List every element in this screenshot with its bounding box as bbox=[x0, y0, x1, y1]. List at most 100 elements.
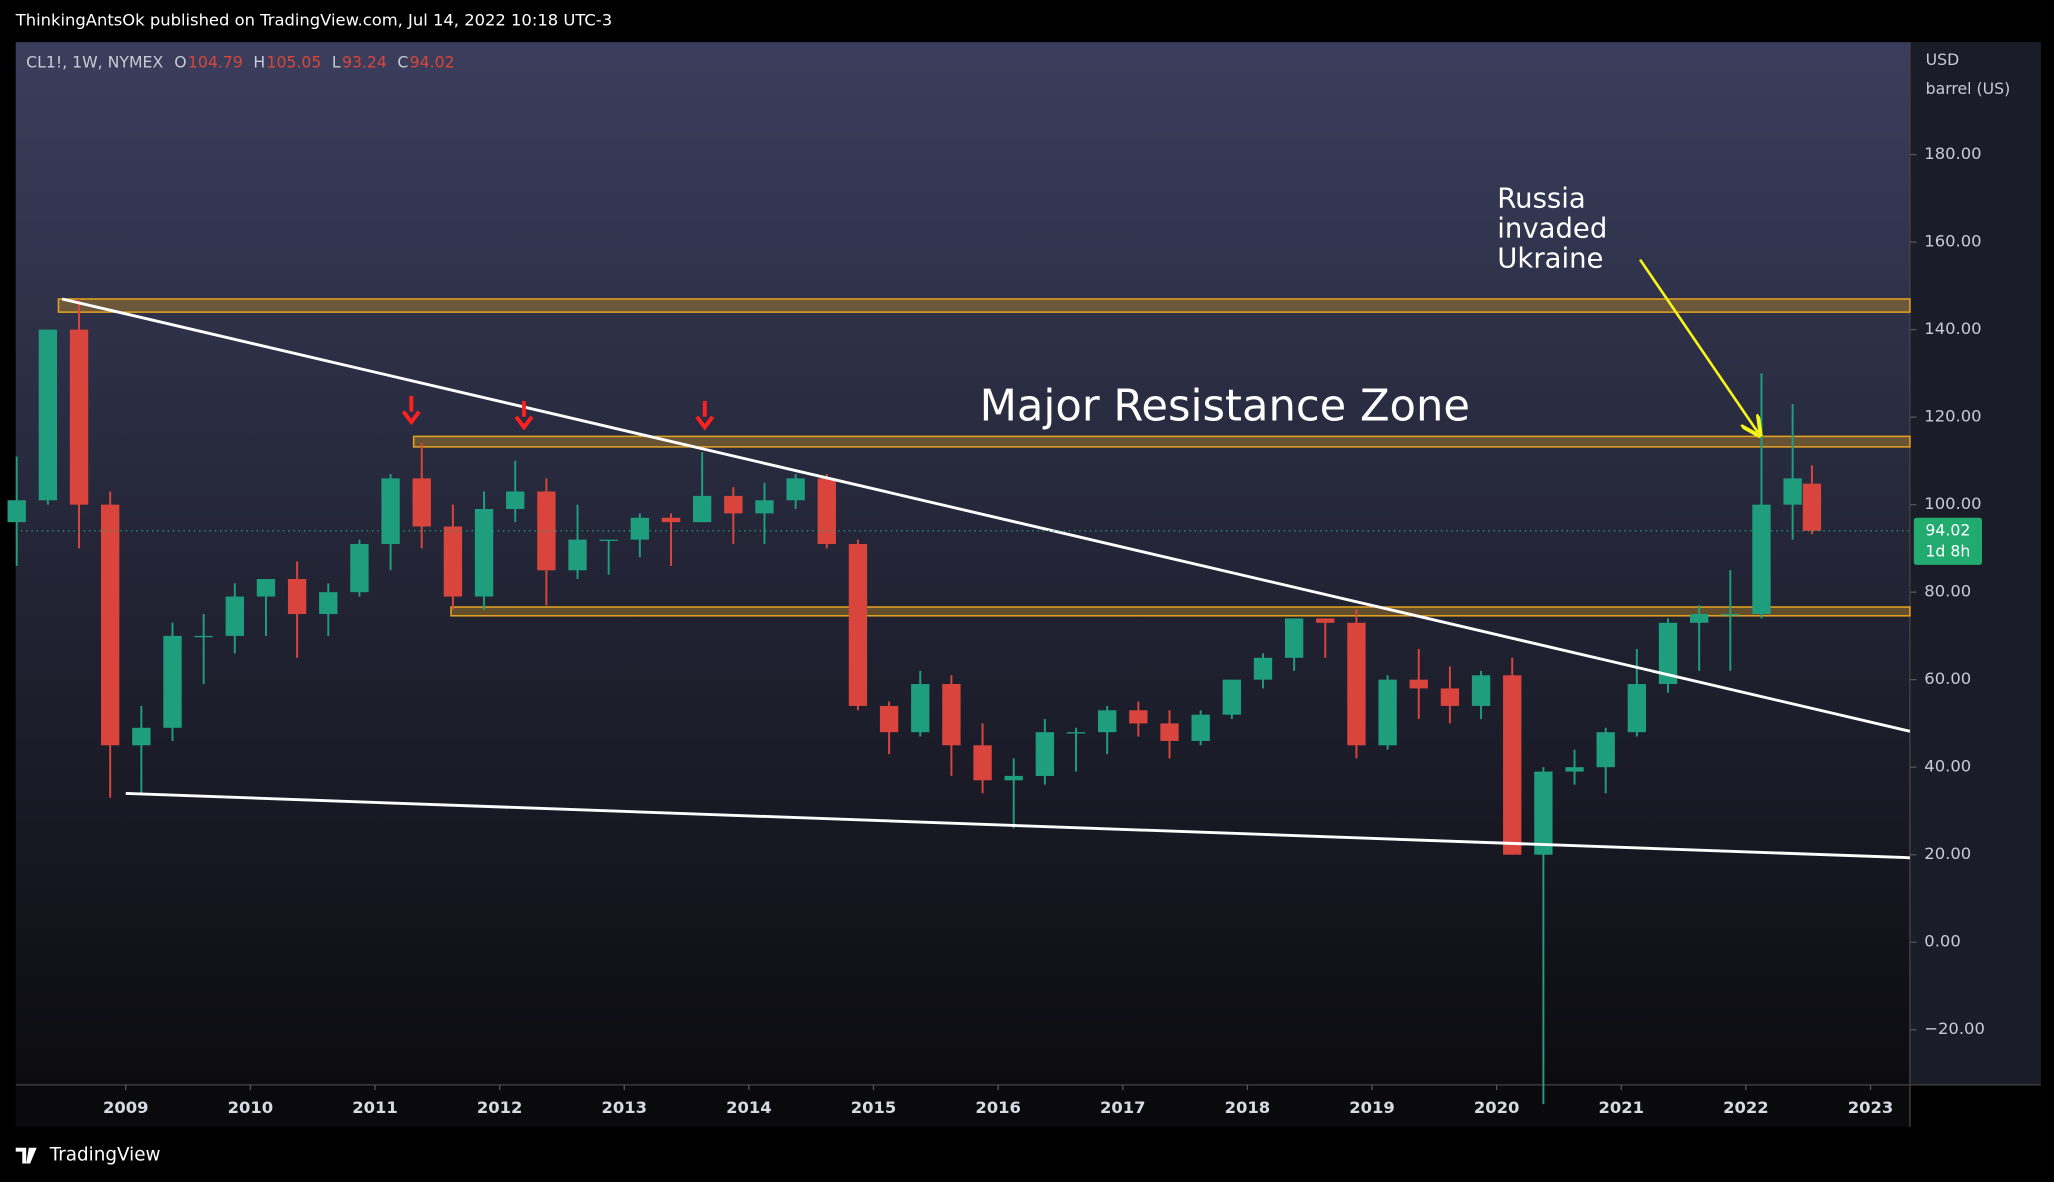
candle-body bbox=[1066, 732, 1086, 734]
candle-body bbox=[38, 329, 58, 501]
candle-body bbox=[1503, 675, 1522, 855]
candle-body bbox=[256, 579, 276, 597]
annotation: invaded bbox=[1497, 212, 1607, 244]
candle-body bbox=[1534, 771, 1553, 855]
candle-body bbox=[537, 491, 556, 571]
plot-area bbox=[15, 42, 1910, 1085]
x-tick-label: 2023 bbox=[1848, 1098, 1894, 1117]
candle-body bbox=[1160, 723, 1179, 741]
candle-body bbox=[661, 517, 681, 523]
candle-body bbox=[1129, 710, 1148, 724]
candle-body bbox=[1316, 618, 1335, 623]
candle-body bbox=[7, 500, 26, 523]
y-tick-label: 100.00 bbox=[1924, 494, 1981, 513]
ohlc-value: 105.05 bbox=[266, 53, 321, 72]
candle-body bbox=[1565, 767, 1584, 772]
candle-body bbox=[506, 491, 525, 510]
x-tick-label: 2015 bbox=[851, 1098, 897, 1117]
ohlc-legend: O 104.79 H 105.05 L 93.24 C 94.02 bbox=[174, 53, 454, 72]
x-tick-label: 2009 bbox=[103, 1098, 149, 1117]
x-tick-label: 2010 bbox=[228, 1098, 274, 1117]
candle-body bbox=[1253, 657, 1273, 680]
candle-body bbox=[1222, 679, 1241, 715]
candle-body bbox=[786, 478, 805, 501]
y-tick-label: 80.00 bbox=[1924, 582, 1971, 601]
x-tick-label: 2014 bbox=[726, 1098, 772, 1117]
candle-body bbox=[412, 478, 431, 527]
candle-body bbox=[1284, 618, 1304, 658]
candle-body bbox=[911, 684, 930, 733]
trendline bbox=[61, 297, 1911, 733]
time-axis bbox=[15, 1084, 1910, 1127]
candle-body bbox=[848, 544, 868, 706]
x-tick-label: 2022 bbox=[1723, 1098, 1769, 1117]
price-tag bbox=[1913, 517, 1982, 565]
marks bbox=[7, 153, 1917, 1105]
candle-body bbox=[1004, 775, 1023, 781]
annotation-arrow bbox=[1638, 258, 1758, 433]
y-tick-label: 180.00 bbox=[1924, 144, 1981, 163]
candle-body bbox=[879, 705, 899, 733]
candle-body bbox=[1347, 622, 1366, 746]
candle-body bbox=[630, 517, 650, 540]
arrow bbox=[401, 395, 421, 426]
candle-body bbox=[1440, 688, 1460, 706]
candle-body bbox=[973, 745, 992, 781]
candle-body bbox=[1783, 478, 1802, 505]
candle-body bbox=[1596, 732, 1615, 768]
x-tick-label: 2011 bbox=[352, 1098, 398, 1117]
y-tick-label: 40.00 bbox=[1924, 757, 1971, 776]
arrow bbox=[695, 401, 715, 431]
annotation: Ukraine bbox=[1497, 243, 1603, 275]
candle-body bbox=[132, 727, 151, 746]
candle-body bbox=[1658, 622, 1678, 685]
ohlc-key: C bbox=[397, 53, 408, 72]
price-label: 94.02 bbox=[1925, 520, 1970, 539]
resistance-zone bbox=[450, 606, 1911, 617]
candle-body bbox=[319, 592, 338, 615]
candle-body bbox=[1191, 714, 1210, 741]
x-tick-label: 2017 bbox=[1100, 1098, 1146, 1117]
y-tick-label: 60.00 bbox=[1924, 669, 1971, 688]
x-tick-label: 2016 bbox=[975, 1098, 1021, 1117]
candle-body bbox=[692, 495, 712, 523]
x-tick-label: 2018 bbox=[1225, 1098, 1271, 1117]
resistance-zone bbox=[412, 435, 1911, 448]
arrow bbox=[514, 401, 534, 431]
y-tick-label: 20.00 bbox=[1924, 844, 1971, 863]
candle-body bbox=[194, 635, 213, 638]
candle-body bbox=[163, 635, 182, 728]
resistance-zone bbox=[57, 298, 1911, 313]
candle-body bbox=[1035, 732, 1055, 776]
x-tick-label: 2019 bbox=[1349, 1098, 1395, 1117]
unit: USD bbox=[1926, 50, 1960, 69]
candle-body bbox=[817, 478, 836, 545]
ohlc-value: 104.79 bbox=[188, 53, 243, 72]
countdown: 1d 8h bbox=[1925, 541, 1970, 560]
candle-body bbox=[287, 579, 307, 615]
publisher: ThinkingAntsOk published on TradingView.… bbox=[15, 11, 612, 30]
logo bbox=[15, 1147, 37, 1164]
candle-body bbox=[474, 509, 494, 597]
candle-body bbox=[1471, 675, 1491, 706]
brand: TradingView bbox=[49, 1145, 161, 1166]
candle-body bbox=[1098, 710, 1117, 733]
x-tick-label: 2013 bbox=[601, 1098, 647, 1117]
candle-body bbox=[101, 504, 120, 746]
x-tick-label: 2020 bbox=[1474, 1098, 1520, 1117]
candle-body bbox=[350, 544, 369, 593]
y-tick-label: 160.00 bbox=[1924, 232, 1981, 251]
y-tick-label: 140.00 bbox=[1924, 319, 1981, 338]
candle-body bbox=[1378, 679, 1397, 746]
candle-body bbox=[69, 329, 89, 505]
trendline bbox=[125, 791, 1910, 860]
candle-body bbox=[724, 495, 743, 514]
unit: barrel (US) bbox=[1926, 79, 2011, 98]
y-tick-label: 120.00 bbox=[1924, 407, 1981, 426]
ohlc-key: L bbox=[332, 53, 341, 72]
annotation: Russia bbox=[1497, 182, 1585, 214]
candle-body bbox=[381, 478, 400, 545]
ohlc-value: 93.24 bbox=[342, 53, 387, 72]
